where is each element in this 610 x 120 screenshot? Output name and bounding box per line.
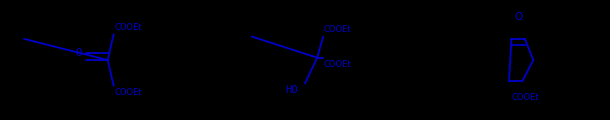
Text: COOEt: COOEt bbox=[324, 25, 351, 34]
Text: COOEt: COOEt bbox=[114, 88, 142, 97]
Text: O: O bbox=[515, 12, 523, 22]
Text: HO: HO bbox=[285, 85, 298, 96]
Text: O: O bbox=[76, 48, 82, 58]
Text: COOEt: COOEt bbox=[114, 23, 142, 32]
Text: COOEt: COOEt bbox=[324, 60, 351, 69]
Text: COOEt: COOEt bbox=[511, 93, 539, 102]
